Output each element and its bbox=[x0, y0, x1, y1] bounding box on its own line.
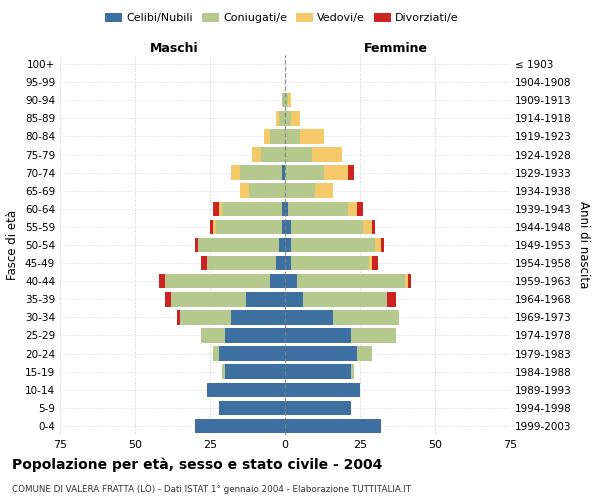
Bar bbox=[252, 148, 261, 162]
Bar bbox=[285, 256, 291, 270]
Bar bbox=[219, 400, 285, 415]
Legend: Celibi/Nubili, Coniugati/e, Vedovi/e, Divorziati/e: Celibi/Nubili, Coniugati/e, Vedovi/e, Di… bbox=[101, 8, 463, 28]
Bar bbox=[285, 111, 291, 126]
Bar bbox=[171, 292, 246, 306]
Bar bbox=[240, 184, 249, 198]
Bar bbox=[213, 346, 219, 361]
Bar bbox=[285, 310, 333, 324]
Bar bbox=[246, 292, 285, 306]
Bar bbox=[285, 418, 381, 433]
Bar bbox=[264, 129, 270, 144]
Bar bbox=[297, 274, 405, 288]
Bar bbox=[270, 274, 285, 288]
Bar bbox=[231, 166, 240, 180]
Bar bbox=[276, 111, 279, 126]
Bar bbox=[216, 220, 282, 234]
Bar bbox=[303, 292, 387, 306]
Bar bbox=[357, 202, 363, 216]
Bar bbox=[219, 202, 222, 216]
Text: Popolazione per età, sesso e stato civile - 2004: Popolazione per età, sesso e stato civil… bbox=[12, 458, 382, 472]
Bar bbox=[351, 328, 396, 342]
Bar bbox=[195, 418, 285, 433]
Bar bbox=[291, 220, 363, 234]
Bar bbox=[195, 238, 198, 252]
Bar bbox=[207, 256, 276, 270]
Bar bbox=[201, 328, 225, 342]
Bar bbox=[363, 220, 372, 234]
Bar bbox=[300, 129, 324, 144]
Y-axis label: Fasce di età: Fasce di età bbox=[7, 210, 19, 280]
Y-axis label: Anni di nascita: Anni di nascita bbox=[577, 202, 590, 288]
Bar bbox=[291, 238, 375, 252]
Bar bbox=[285, 328, 351, 342]
Bar bbox=[285, 346, 357, 361]
Bar bbox=[165, 292, 171, 306]
Bar bbox=[285, 129, 300, 144]
Bar bbox=[408, 274, 411, 288]
Bar bbox=[315, 184, 333, 198]
Bar bbox=[231, 310, 285, 324]
Bar bbox=[288, 202, 348, 216]
Bar bbox=[372, 256, 378, 270]
Bar bbox=[207, 382, 285, 397]
Bar bbox=[213, 220, 216, 234]
Bar bbox=[285, 93, 288, 108]
Bar bbox=[285, 292, 303, 306]
Bar bbox=[387, 292, 396, 306]
Bar bbox=[348, 166, 354, 180]
Bar bbox=[351, 364, 354, 379]
Bar bbox=[285, 238, 291, 252]
Text: Femmine: Femmine bbox=[364, 42, 428, 55]
Bar bbox=[285, 166, 324, 180]
Bar bbox=[279, 238, 285, 252]
Bar bbox=[222, 202, 282, 216]
Bar bbox=[270, 129, 285, 144]
Bar bbox=[333, 310, 399, 324]
Bar bbox=[249, 184, 285, 198]
Bar bbox=[165, 274, 270, 288]
Bar bbox=[219, 346, 285, 361]
Bar bbox=[222, 364, 225, 379]
Bar bbox=[285, 220, 291, 234]
Bar bbox=[213, 202, 219, 216]
Bar bbox=[285, 274, 297, 288]
Bar bbox=[348, 202, 357, 216]
Bar bbox=[381, 238, 384, 252]
Bar bbox=[279, 111, 285, 126]
Bar bbox=[261, 148, 285, 162]
Bar bbox=[285, 364, 351, 379]
Bar bbox=[285, 202, 288, 216]
Bar bbox=[288, 93, 291, 108]
Bar bbox=[282, 93, 285, 108]
Bar bbox=[282, 202, 285, 216]
Bar bbox=[225, 364, 285, 379]
Bar bbox=[198, 238, 279, 252]
Bar bbox=[285, 184, 315, 198]
Bar bbox=[369, 256, 372, 270]
Bar bbox=[276, 256, 285, 270]
Bar bbox=[357, 346, 372, 361]
Bar bbox=[177, 310, 180, 324]
Bar bbox=[225, 328, 285, 342]
Bar bbox=[282, 220, 285, 234]
Text: COMUNE DI VALERA FRATTA (LO) - Dati ISTAT 1° gennaio 2004 - Elaborazione TUTTITA: COMUNE DI VALERA FRATTA (LO) - Dati ISTA… bbox=[12, 485, 411, 494]
Bar bbox=[180, 310, 231, 324]
Bar bbox=[405, 274, 408, 288]
Bar bbox=[324, 166, 348, 180]
Bar bbox=[159, 274, 165, 288]
Bar bbox=[240, 166, 282, 180]
Bar bbox=[285, 148, 312, 162]
Bar bbox=[312, 148, 342, 162]
Bar bbox=[285, 400, 351, 415]
Bar bbox=[291, 256, 369, 270]
Bar bbox=[282, 166, 285, 180]
Bar bbox=[375, 238, 381, 252]
Text: Maschi: Maschi bbox=[149, 42, 199, 55]
Bar bbox=[291, 111, 300, 126]
Bar bbox=[210, 220, 213, 234]
Bar bbox=[201, 256, 207, 270]
Bar bbox=[285, 382, 360, 397]
Bar bbox=[372, 220, 375, 234]
